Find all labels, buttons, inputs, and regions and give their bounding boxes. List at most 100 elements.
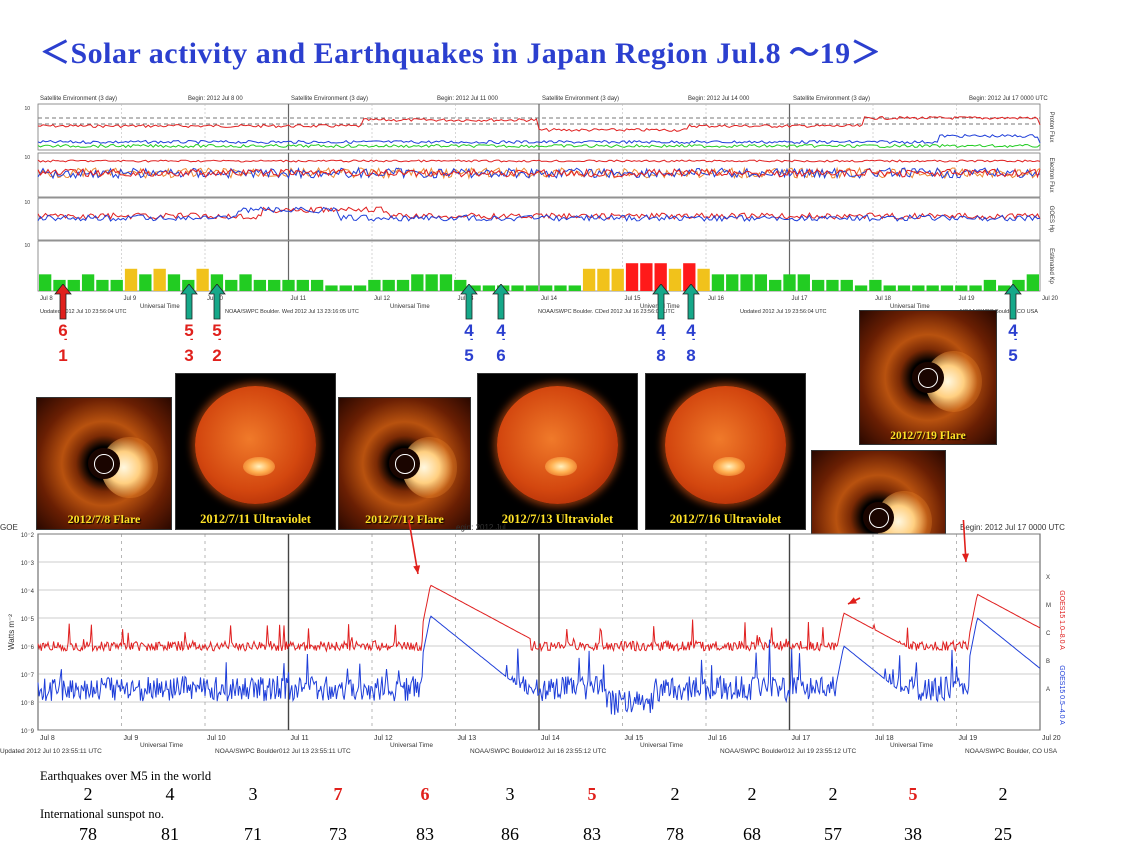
sunspot-count-value: 57: [824, 824, 842, 844]
kp-bar: [754, 274, 768, 291]
arrowhead-icon: [848, 597, 857, 604]
y-tick-label: 10⁻3: [21, 561, 35, 567]
kp-bar: [1026, 274, 1039, 291]
kp-bar: [339, 285, 352, 291]
kp-bar: [625, 263, 639, 291]
x-axis-label: Universal Time: [890, 742, 933, 749]
ultraviolet-sun-image: 2012/7/11 Ultraviolet: [175, 373, 336, 530]
magnitude-separator: -: [64, 334, 68, 345]
sunspot-count-value: 25: [994, 824, 1012, 844]
kp-bar: [110, 279, 123, 291]
kp-bar: [983, 279, 997, 291]
magnitude-decimal: 2: [212, 346, 222, 365]
sun-disk-icon: [497, 386, 618, 505]
x-tick-label: Jul 11: [291, 735, 309, 742]
kp-bar: [668, 268, 682, 291]
x-tick-label: Jul 16: [708, 735, 727, 742]
kp-bar: [96, 279, 109, 291]
magnitude-separator: -: [190, 334, 194, 345]
goes-hp-blue-line: [37, 206, 1041, 223]
y-tick-label: 10⁻2: [21, 533, 35, 539]
kp-bar: [1012, 279, 1025, 291]
x-tick-label: Jul 17: [792, 735, 811, 742]
sun-outline-icon: [395, 454, 415, 474]
earthquake-arrow-icon: [652, 284, 670, 320]
kp-bar: [554, 285, 567, 291]
magnitude-decimal: 1: [58, 346, 68, 365]
sun-disk-icon: [195, 386, 316, 505]
magnitude-separator: -: [692, 334, 696, 345]
kp-bar: [611, 268, 624, 291]
kp-bar: [769, 279, 782, 291]
magnitude-decimal: 3: [184, 346, 194, 365]
active-region-icon: [713, 457, 745, 476]
sun-outline-icon: [868, 507, 889, 528]
x-tick-label: Jul 19: [959, 296, 976, 302]
kp-bar: [998, 285, 1011, 291]
earthquake-count-value: 5: [587, 784, 597, 804]
x-tick-label: Jul 12: [374, 735, 393, 742]
proton-flux-green-line: [37, 143, 1041, 149]
panel-footer: Updated 2012 Jul 19 23:56:04 UTC: [740, 309, 827, 313]
panel-footer: NOAA/SWPC Boulder, Wed 2012 Jul 13 23:16…: [225, 309, 359, 313]
magnitude-separator: -: [1014, 334, 1018, 345]
kp-bar: [268, 279, 281, 291]
kp-bar: [81, 274, 95, 291]
earthquake-arrow-icon: [492, 284, 510, 320]
ultraviolet-sun-image: 2012/7/16 Ultraviolet: [645, 373, 806, 530]
panel-row-label: Electron Flux: [1048, 157, 1054, 192]
flare-class-label: M: [1046, 603, 1051, 609]
kp-bar: [468, 285, 481, 291]
x-tick-label: Jul 14: [541, 296, 558, 302]
occulter-disk-icon: [87, 447, 121, 480]
magnitude-decimal: 8: [686, 346, 696, 365]
kp-bar: [454, 279, 467, 291]
photo-caption: 2012/7/19 Flare: [890, 430, 966, 442]
kp-bar: [568, 285, 581, 291]
photo-caption: 2012/7/8 Flare: [67, 512, 141, 526]
panel-footer: NOAA/SWPC Boulder, CO USA: [960, 309, 1038, 313]
kp-bar: [897, 285, 911, 291]
x-tick-label: Jul 12: [374, 296, 391, 302]
kp-bar: [797, 274, 810, 291]
kp-bar: [67, 279, 80, 291]
x-axis-label: Universal Time: [390, 304, 430, 310]
kp-bar: [196, 268, 209, 291]
flare-class-label: X: [1046, 575, 1050, 581]
x-tick-label: Jul 8: [40, 735, 55, 742]
page-title: ＜Solar activity and Earthquakes in Japan…: [40, 37, 882, 70]
kp-bar: [39, 274, 52, 291]
x-axis-label: Universal Time: [640, 742, 683, 749]
earthquake-count-value: 3: [248, 784, 258, 804]
earthquake-magnitude-label: 4-5: [1000, 322, 1026, 364]
kp-bar: [310, 279, 324, 291]
earthquake-magnitude-label: 4-8: [678, 322, 704, 364]
sun-outline-icon: [94, 454, 115, 474]
kp-bar: [840, 279, 853, 291]
kp-bar: [225, 279, 238, 291]
earthquake-count-value: 2: [83, 784, 93, 804]
legend-red-label: GOES15 1.0–8.0 A: [1058, 590, 1065, 650]
panel-footer: NOAA/SWPC Boulder, CO USA: [965, 748, 1058, 755]
earthquake-arrow-icon: [208, 284, 226, 320]
sunspot-count-value: 71: [244, 824, 262, 844]
x-tick-label: Jul 11: [291, 296, 307, 302]
x-tick-label: Jul 9: [124, 296, 137, 302]
sun-disk-icon: [665, 386, 786, 505]
magnitude-decimal: 6: [496, 346, 506, 365]
x-tick-label: Jul 10: [207, 735, 226, 742]
y-tick-label: 10⁻6: [21, 645, 35, 651]
coronagraph-flare-image: 2012/7/8 Flare: [36, 397, 172, 530]
x-axis-label: Universal Time: [390, 742, 433, 749]
coronagraph-flare-image: 2012/7/19 Flare: [859, 310, 997, 445]
magnitude-value: 6: [58, 321, 68, 340]
panel-begin-label: Begin: 2012 Jul 17 0000 UTC: [960, 523, 1065, 532]
kp-bar: [382, 279, 395, 291]
kp-bar: [53, 279, 66, 291]
y-tick-label: 10⁻7: [21, 673, 35, 679]
x-tick-label: Jul 13: [458, 735, 477, 742]
earthquake-magnitude-label: 4-6: [488, 322, 514, 364]
earthquake-row-label: Earthquakes over M5 in the world: [40, 769, 212, 783]
kp-bar: [210, 274, 224, 291]
kp-bar: [940, 285, 954, 291]
